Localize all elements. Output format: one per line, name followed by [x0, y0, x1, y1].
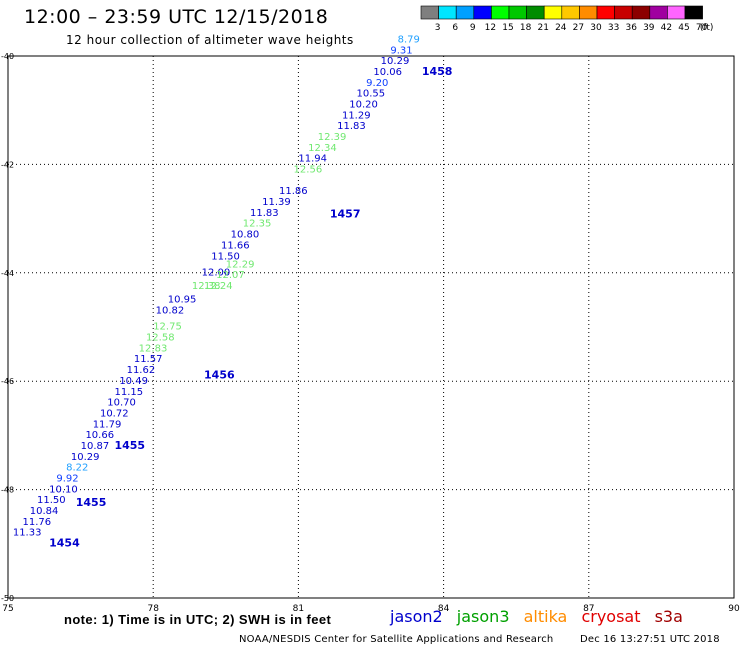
swh-label-jason2: 9.20 — [366, 78, 388, 89]
swh-label-jason2: 8.22 — [66, 463, 88, 474]
color-scale-legend: 3 6 9 12 15 18 21 24 27 30 33 36 39 42 45 70(ft) — [420, 5, 714, 33]
satellite-legend: jason2 jason3 altika cryosat s3a — [390, 607, 692, 626]
pass-time-label: 1458 — [422, 65, 453, 78]
x-tick-label: 81 — [293, 604, 304, 614]
color-scale-tick-label: 9 — [470, 23, 476, 33]
color-scale-tick-label: 24 — [555, 23, 567, 33]
swh-label-jason3: 12.39 — [318, 132, 347, 143]
swh-label-jason2: 11.86 — [279, 186, 308, 197]
y-tick-label: -50 — [1, 594, 14, 603]
pass-time-label: 1456 — [204, 368, 235, 381]
swh-label-jason2: 10.72 — [100, 408, 129, 419]
color-scale-unit: (ft) — [700, 23, 714, 33]
color-swatch — [684, 5, 703, 20]
color-scale-tick-label: 6 — [452, 23, 458, 33]
color-scale-tick-label: 12 — [485, 23, 496, 33]
x-tick-label: 78 — [147, 604, 159, 614]
swh-label-jason3: 12.34 — [308, 143, 337, 154]
pass-time-label: 1454 — [49, 537, 80, 550]
swh-label-jason3: 12.38 — [192, 281, 221, 292]
swh-label-jason2: 10.95 — [168, 295, 197, 306]
y-tick-label: -40 — [1, 52, 14, 61]
swh-label-jason3: 12.56 — [294, 165, 323, 176]
satellite-label-cryosat: cryosat — [581, 607, 641, 626]
pass-time-label: 1455 — [114, 439, 145, 452]
swh-label-jason2: 10.20 — [349, 99, 378, 110]
swh-label-jason2: 10.66 — [85, 430, 114, 441]
swh-label-jason2: 10.10 — [49, 484, 78, 495]
swh-label-jason2: 11.79 — [93, 419, 122, 430]
swh-label-jason3: 12.07 — [216, 270, 245, 281]
swh-label-jason2: 8.79 — [398, 34, 420, 45]
generation-timestamp: Dec 16 13:27:51 UTC 2018 — [580, 634, 720, 645]
satellite-label-altika: altika — [523, 607, 568, 626]
swh-label-jason2: 11.29 — [342, 110, 371, 121]
chart-title: 12:00 – 23:59 UTC 12/15/2018 — [24, 6, 329, 28]
satellite-label-s3a: s3a — [654, 607, 683, 626]
y-tick-label: -48 — [1, 486, 14, 495]
swh-label-jason2: 11.33 — [13, 528, 42, 539]
swh-label-jason2: 10.80 — [231, 230, 260, 241]
swh-label-jason2: 10.70 — [107, 398, 136, 409]
swh-label-jason2: 11.15 — [114, 387, 143, 398]
satellite-label-jason3: jason3 — [456, 607, 510, 626]
color-scale-tick-label: 3 — [435, 23, 441, 33]
color-scale-tick-label: 15 — [502, 23, 513, 33]
color-scale-tick-label: 36 — [625, 23, 637, 33]
color-scale-tick-label: 18 — [520, 23, 532, 33]
swh-label-jason2: 10.55 — [356, 89, 385, 100]
swh-label-jason3: 12.24 — [204, 281, 233, 292]
swh-label-jason3: 12.35 — [243, 219, 272, 230]
swh-label-jason2: 11.57 — [134, 354, 163, 365]
swh-label-jason2: 9.31 — [390, 45, 412, 56]
swh-label-jason2: 11.66 — [221, 240, 250, 251]
color-scale-tick-label: 45 — [678, 23, 689, 33]
color-scale-tick-label: 27 — [573, 23, 584, 33]
pass-time-label: 1455 — [76, 496, 107, 509]
swh-label-jason2: 10.49 — [119, 376, 148, 387]
swh-label-jason3: 12.58 — [146, 333, 175, 344]
satellite-label-jason2: jason2 — [390, 607, 443, 626]
plot-frame — [7, 55, 735, 599]
swh-label-jason2: 11.50 — [37, 495, 66, 506]
swh-label-jason3: 12.75 — [153, 322, 182, 333]
y-tick-label: -46 — [1, 377, 14, 386]
swh-label-jason2: 11.94 — [298, 154, 327, 165]
y-tick-label: -42 — [1, 160, 14, 169]
swh-label-jason2: 11.50 — [211, 251, 240, 262]
color-scale-tick-label: 30 — [590, 23, 602, 33]
swh-label-jason3: 12.29 — [226, 259, 255, 270]
pass-time-label: 1457 — [330, 208, 361, 221]
swh-label-jason2: 10.82 — [156, 305, 185, 316]
swh-label-jason2: 10.87 — [81, 441, 110, 452]
swh-label-jason2: 12.00 — [202, 268, 231, 279]
swh-label-jason2: 11.83 — [337, 121, 366, 132]
x-tick-label: 75 — [2, 604, 13, 614]
swh-label-jason2: 10.29 — [381, 56, 410, 67]
x-tick-label: 90 — [728, 604, 740, 614]
color-scale-tick-label: 33 — [608, 23, 619, 33]
x-tick-label: 87 — [583, 604, 594, 614]
color-scale-tick-label: 70 — [696, 23, 708, 33]
swh-label-jason2: 10.84 — [30, 506, 59, 517]
chart-subtitle: 12 hour collection of altimeter wave hei… — [66, 33, 354, 47]
swh-label-jason3: 12.83 — [139, 343, 168, 354]
x-tick-label: 84 — [438, 604, 450, 614]
swh-label-jason2: 11.83 — [250, 208, 279, 219]
units-note: note: 1) Time is in UTC; 2) SWH is in fe… — [64, 612, 332, 627]
swh-label-jason2: 10.06 — [373, 67, 402, 78]
swh-label-jason2: 9.92 — [56, 473, 78, 484]
color-scale-tick-label: 42 — [661, 23, 672, 33]
y-tick-label: -44 — [1, 269, 14, 278]
credit-line: NOAA/NESDIS Center for Satellite Applica… — [239, 634, 554, 645]
swh-label-jason2: 10.29 — [71, 452, 100, 463]
color-scale-tick-label: 21 — [537, 23, 548, 33]
swh-label-jason2: 11.76 — [23, 517, 52, 528]
color-scale-tick-label: 39 — [643, 23, 655, 33]
swh-label-jason2: 11.39 — [262, 197, 291, 208]
swh-label-jason2: 11.62 — [127, 365, 156, 376]
